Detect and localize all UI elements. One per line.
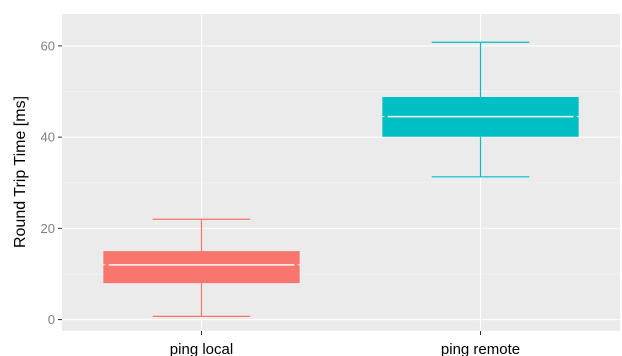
- y-tick-labels: 0 20 40 60: [41, 38, 62, 327]
- y-tick-label: 20: [41, 221, 55, 236]
- plot-panel: [62, 14, 620, 331]
- box-ping-local: [103, 218, 300, 318]
- x-tick-label: ping local: [170, 341, 233, 356]
- y-tick-label: 0: [48, 312, 55, 327]
- box-group: [103, 41, 579, 318]
- x-tick-label: ping remote: [441, 341, 520, 356]
- x-tick-labels: ping local ping remote: [170, 331, 520, 356]
- y-axis-title: Round Trip Time [ms]: [12, 96, 29, 248]
- y-tick-label: 40: [41, 130, 55, 145]
- box-ping-remote: [382, 41, 579, 178]
- box-body: [103, 251, 300, 284]
- y-tick-label: 60: [41, 38, 55, 53]
